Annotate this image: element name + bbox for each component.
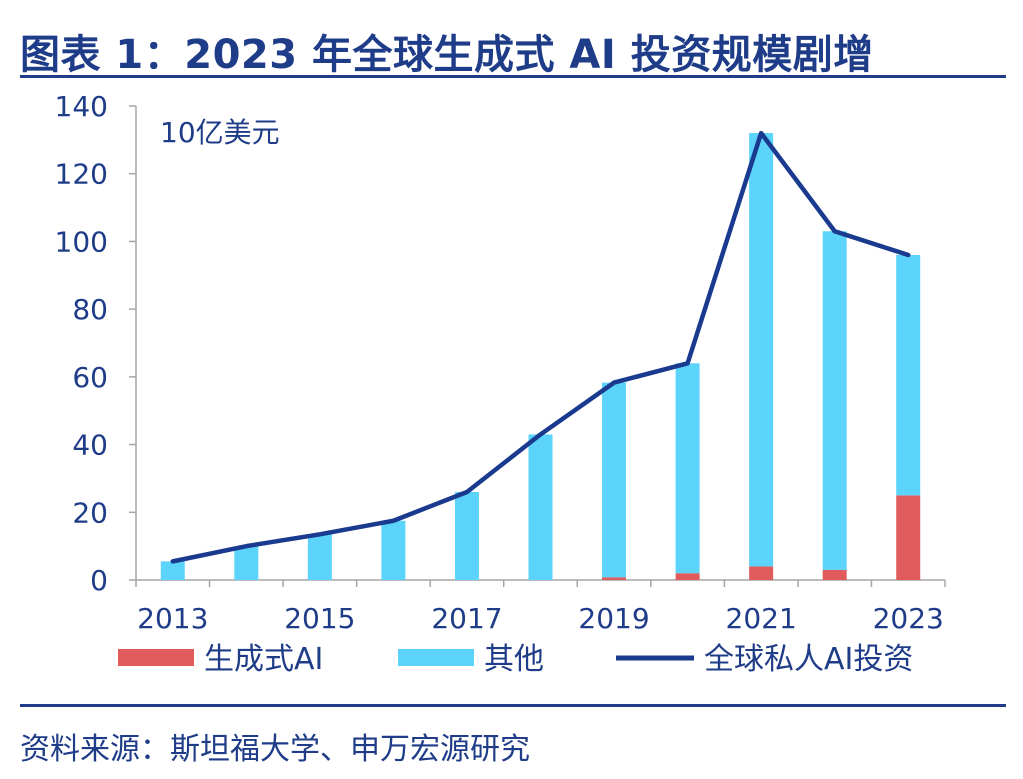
source-rule <box>20 704 1006 707</box>
x-tick-label: 2019 <box>578 602 649 635</box>
total-investment-line <box>170 130 911 564</box>
y-tick-label: 60 <box>72 361 108 394</box>
bar-other-2016 <box>381 520 406 580</box>
legend-genai-swatch <box>118 649 194 666</box>
y-axis: 0 20 40 60 80 100 120 140 <box>55 90 137 597</box>
bars <box>160 133 921 580</box>
y-tick-label: 100 <box>55 225 108 258</box>
bar-genai-2023 <box>896 495 921 580</box>
bar-other-2023 <box>896 254 921 496</box>
legend: 生成式AI 其他 全球私人AI投资 <box>118 642 913 677</box>
legend-genai-label: 生成式AI <box>204 642 323 677</box>
title-rule <box>20 75 1006 78</box>
bar-other-2013 <box>160 561 185 580</box>
bar-genai-2021 <box>749 566 774 580</box>
y-tick-label: 140 <box>55 90 108 123</box>
legend-total-label: 全球私人AI投资 <box>704 642 913 677</box>
bar-other-2014 <box>234 546 259 580</box>
figure-title: 图表 1：2023 年全球生成式 AI 投资规模剧增 <box>20 32 874 78</box>
x-tick-label: 2013 <box>137 602 208 635</box>
legend-other-swatch <box>398 649 474 666</box>
source-note: 资料来源：斯坦福大学、申万宏源研究 <box>20 732 530 767</box>
x-tick-label: 2021 <box>726 602 797 635</box>
x-tick-label: 2017 <box>431 602 502 635</box>
y-tick-label: 40 <box>72 429 108 462</box>
bar-other-2019 <box>602 382 627 578</box>
bar-genai-2020 <box>675 573 700 580</box>
bar-genai-2019 <box>602 577 627 580</box>
bar-other-2022 <box>822 231 847 570</box>
bar-other-2021 <box>749 133 774 567</box>
x-tick-label: 2015 <box>284 602 355 635</box>
y-tick-label: 120 <box>55 158 108 191</box>
y-tick-label: 80 <box>72 293 108 326</box>
bar-other-2018 <box>528 434 553 580</box>
legend-other-label: 其他 <box>484 642 544 677</box>
y-tick-label: 0 <box>90 564 108 597</box>
x-tick-label: 2023 <box>873 602 944 635</box>
line-layer <box>170 130 911 564</box>
unit-label: 10亿美元 <box>160 116 280 149</box>
bar-other-2020 <box>675 363 700 574</box>
bar-genai-2022 <box>822 569 847 580</box>
bar-other-2015 <box>307 534 332 580</box>
y-tick-label: 20 <box>72 496 108 529</box>
bar-other-2017 <box>454 491 479 580</box>
x-axis: 2013 2015 2017 2019 2021 2023 <box>135 579 946 635</box>
